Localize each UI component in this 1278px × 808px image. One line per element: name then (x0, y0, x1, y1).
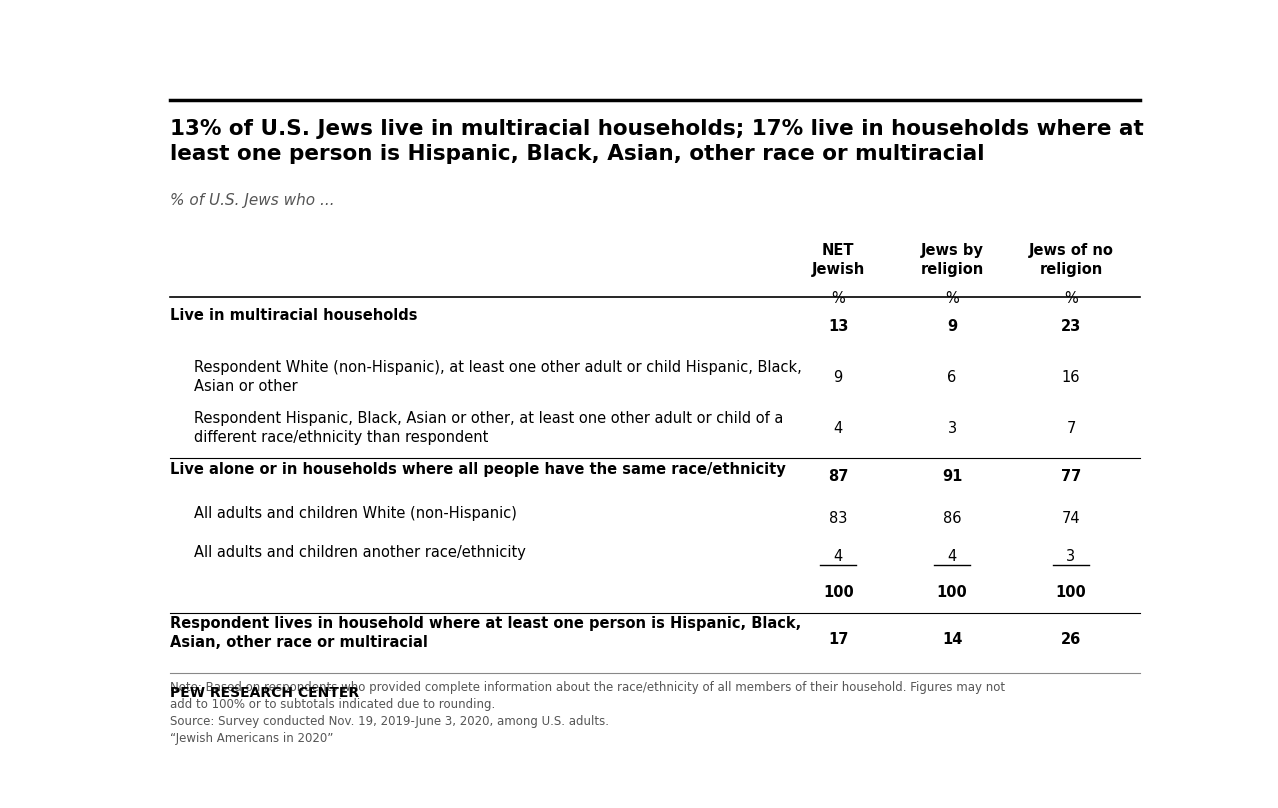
Text: 83: 83 (829, 511, 847, 526)
Text: 74: 74 (1062, 511, 1080, 526)
Text: Jews of no
religion: Jews of no religion (1029, 243, 1113, 277)
Text: 100: 100 (823, 585, 854, 600)
Text: 91: 91 (942, 469, 962, 484)
Text: 4: 4 (833, 421, 842, 436)
Text: PEW RESEARCH CENTER: PEW RESEARCH CENTER (170, 687, 359, 701)
Text: 7: 7 (1066, 421, 1076, 436)
Text: %: % (1065, 291, 1077, 306)
Text: 86: 86 (943, 511, 961, 526)
Text: Respondent White (non-Hispanic), at least one other adult or child Hispanic, Bla: Respondent White (non-Hispanic), at leas… (194, 360, 803, 393)
Text: %: % (831, 291, 845, 306)
Text: 3: 3 (947, 421, 957, 436)
Text: Live alone or in households where all people have the same race/ethnicity: Live alone or in households where all pe… (170, 461, 786, 477)
Text: 26: 26 (1061, 632, 1081, 647)
Text: 4: 4 (947, 549, 957, 564)
Text: Live in multiracial households: Live in multiracial households (170, 309, 417, 323)
Text: NET
Jewish: NET Jewish (812, 243, 865, 277)
Text: 100: 100 (1056, 585, 1086, 600)
Text: 100: 100 (937, 585, 967, 600)
Text: 9: 9 (833, 370, 842, 385)
Text: 9: 9 (947, 319, 957, 334)
Text: 4: 4 (833, 549, 842, 564)
Text: All adults and children White (non-Hispanic): All adults and children White (non-Hispa… (194, 507, 518, 521)
Text: 3: 3 (1066, 549, 1076, 564)
Text: Jews by
religion: Jews by religion (920, 243, 984, 277)
Text: %: % (946, 291, 958, 306)
Text: 23: 23 (1061, 319, 1081, 334)
Text: 77: 77 (1061, 469, 1081, 484)
Text: 16: 16 (1062, 370, 1080, 385)
Text: 14: 14 (942, 632, 962, 647)
Text: Note: Based on respondents who provided complete information about the race/ethn: Note: Based on respondents who provided … (170, 680, 1005, 744)
Text: 87: 87 (828, 469, 849, 484)
Text: Respondent Hispanic, Black, Asian or other, at least one other adult or child of: Respondent Hispanic, Black, Asian or oth… (194, 410, 783, 444)
Text: 13: 13 (828, 319, 849, 334)
Text: All adults and children another race/ethnicity: All adults and children another race/eth… (194, 545, 527, 560)
Text: 17: 17 (828, 632, 849, 647)
Text: % of U.S. Jews who ...: % of U.S. Jews who ... (170, 193, 335, 208)
Text: 6: 6 (947, 370, 957, 385)
Text: Respondent lives in household where at least one person is Hispanic, Black,
Asia: Respondent lives in household where at l… (170, 616, 801, 650)
Text: 13% of U.S. Jews live in multiracial households; 17% live in households where at: 13% of U.S. Jews live in multiracial hou… (170, 119, 1144, 163)
